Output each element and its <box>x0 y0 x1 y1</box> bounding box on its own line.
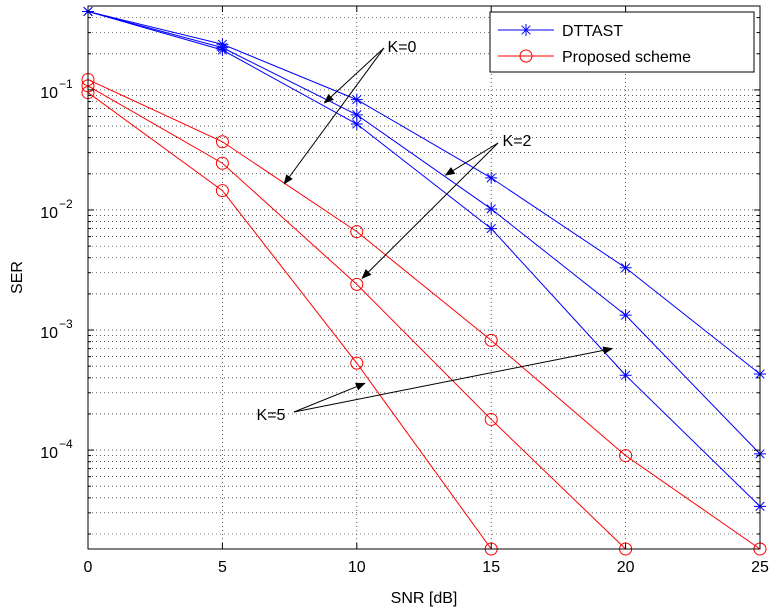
y-tick-exponent: −3 <box>59 317 73 331</box>
x-tick-label: 0 <box>84 559 93 576</box>
annotation-label: K=0 <box>388 39 417 56</box>
y-tick-exponent: −1 <box>59 77 73 91</box>
series-line <box>87 11 761 455</box>
legend-entry-dttast: DTTAST <box>498 23 623 40</box>
star-marker <box>485 171 498 184</box>
series-proposed-scheme-k2 <box>81 79 633 556</box>
circle-marker <box>350 225 364 239</box>
annotation-label: K=5 <box>257 407 286 424</box>
legend-label: Proposed scheme <box>562 49 691 66</box>
series-line <box>87 79 761 550</box>
circle-marker <box>350 356 364 370</box>
legend-entry-proposed-scheme: Proposed scheme <box>498 49 691 66</box>
annotation-k0: K=0 <box>283 39 417 185</box>
y-axis-label: SER <box>9 261 26 294</box>
x-tick-label: 15 <box>482 559 500 576</box>
y-tick-exponent: −4 <box>59 437 73 451</box>
circle-marker <box>484 412 498 426</box>
annotation-arrow <box>283 47 385 185</box>
star-marker <box>350 108 363 121</box>
circle-marker <box>519 49 533 63</box>
series-line <box>87 92 492 550</box>
legend-label: DTTAST <box>562 23 623 40</box>
circle-marker <box>215 156 229 170</box>
star-marker <box>619 261 632 274</box>
series-line <box>87 11 761 375</box>
annotation-k5: K=5 <box>257 346 614 424</box>
y-tick-label: 10 <box>40 325 58 342</box>
star-marker <box>485 222 498 235</box>
star-marker <box>485 202 498 215</box>
annotation-arrow <box>293 346 614 413</box>
y-tick-label: 10 <box>40 85 58 102</box>
annotation-arrow <box>361 142 499 279</box>
x-tick-label: 5 <box>218 559 227 576</box>
legend-box <box>489 11 755 73</box>
x-tick-label: 10 <box>348 559 366 576</box>
y-tick-exponent: −2 <box>59 197 73 211</box>
y-tick-label: 10 <box>40 205 58 222</box>
x-axis-label: SNR [dB] <box>391 590 458 607</box>
axes-frame <box>87 5 761 550</box>
annotation-arrow <box>444 142 499 176</box>
circle-marker <box>350 277 364 291</box>
legend: DTTAST Proposed scheme <box>489 11 755 73</box>
x-tick-label: 25 <box>751 559 769 576</box>
series-line <box>87 85 626 550</box>
annotation-arrow <box>323 47 385 104</box>
star-marker <box>350 93 363 106</box>
plot-area <box>88 6 760 549</box>
annotations: K=0 K=2 K=5 <box>257 39 614 424</box>
annotation-k2: K=2 <box>361 133 532 279</box>
star-marker <box>350 118 363 131</box>
x-tick-label: 20 <box>617 559 635 576</box>
star-marker <box>619 309 632 322</box>
circle-marker <box>619 449 633 463</box>
star-marker <box>520 24 532 36</box>
circle-marker <box>215 184 229 198</box>
series-line <box>87 11 761 507</box>
y-tick-label: 10 <box>40 445 58 462</box>
circle-marker <box>215 135 229 149</box>
grid <box>88 6 760 549</box>
star-marker <box>619 369 632 382</box>
annotation-label: K=2 <box>503 133 532 150</box>
circle-marker <box>484 333 498 347</box>
star-marker <box>216 44 229 57</box>
annotation-arrow <box>293 382 366 413</box>
